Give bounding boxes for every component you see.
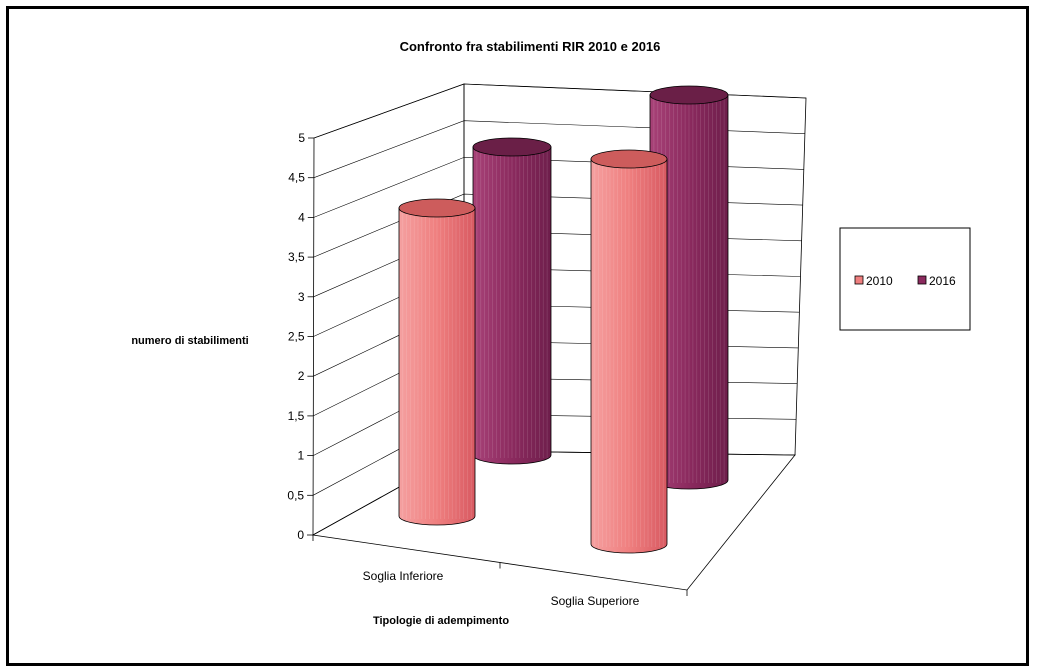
chart-title: Confronto fra stabilimenti RIR 2010 e 20…: [400, 39, 661, 54]
x-category-label: Soglia Inferiore: [363, 569, 444, 583]
y-tick-label: 0: [297, 528, 304, 542]
legend-swatch-2010: [854, 275, 864, 285]
y-tick-label: 4,5: [288, 171, 305, 185]
x-axis-categories: Soglia Inferiore Soglia Superiore: [312, 535, 688, 608]
y-axis-title: numero di stabilimenti: [131, 335, 248, 347]
y-tick-label: 1: [298, 449, 305, 463]
legend-label-2016: 2016: [929, 274, 956, 288]
y-tick-label: 2: [298, 369, 305, 383]
gridline: [313, 193, 803, 258]
cylinder-body: [590, 158, 668, 554]
chart-walls: [311, 83, 807, 591]
cylinder-top: [398, 198, 476, 218]
gridline: [313, 83, 807, 139]
cylinder-top: [649, 85, 729, 105]
legend: 2010 2016: [839, 227, 971, 331]
y-tick-label: 2,5: [288, 330, 305, 344]
bars: [398, 85, 729, 554]
legend-swatch-2016: [917, 275, 927, 285]
gridline: [313, 120, 805, 178]
cylinder-top: [472, 137, 552, 157]
bar-2010-1: [590, 149, 668, 554]
y-tick-label: 0,5: [287, 488, 304, 502]
x-category-label: Soglia Superiore: [551, 594, 640, 608]
bar-2010-0: [398, 198, 476, 526]
x-axis-title: Tipologie di adempimento: [373, 615, 509, 627]
cylinder-top: [590, 149, 668, 169]
y-tick-label: 3: [298, 290, 305, 304]
gridline: [313, 157, 804, 218]
cylinder-body: [398, 207, 476, 526]
legend-label-2010: 2010: [866, 274, 893, 288]
y-tick-label: 4: [298, 210, 305, 224]
y-tick-label: 5: [298, 131, 305, 145]
y-axis-ticks: 0 0,5 1 1,5 2 2,5 3 3,5 4 4,5 5: [287, 131, 314, 542]
gridlines: [312, 83, 807, 496]
cylinder-body: [472, 146, 552, 465]
y-tick-label: 1,5: [288, 409, 305, 423]
y-tick-label: 3,5: [288, 250, 305, 264]
bar-2016-0: [472, 137, 552, 465]
